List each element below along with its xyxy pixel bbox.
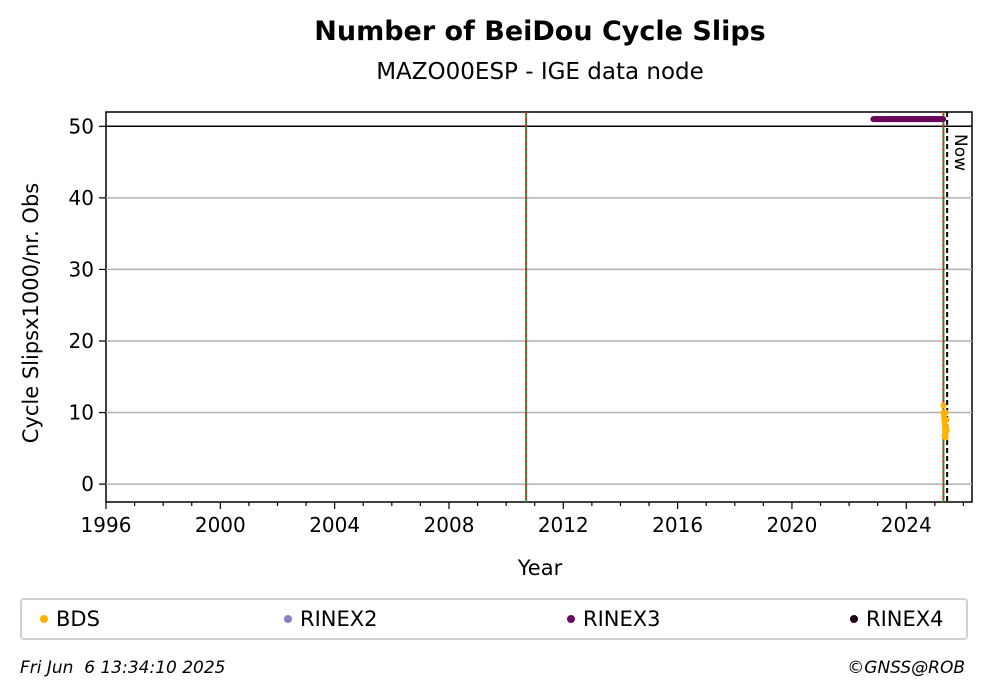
legend-marker — [284, 615, 292, 623]
legend-label: RINEX2 — [300, 607, 378, 631]
legend-label: RINEX3 — [583, 607, 661, 631]
data-point-bds — [943, 416, 950, 423]
y-tick-label: 0 — [81, 472, 94, 496]
data-point-bds — [940, 402, 947, 409]
legend-marker — [850, 615, 858, 623]
x-tick-label: 2024 — [881, 513, 932, 537]
legend-item-rinex4: RINEX4 — [850, 607, 944, 631]
footer-date: Fri Jun 6 13:34:10 2025 — [20, 658, 226, 678]
footer-credit: ©GNSS@ROB — [847, 658, 965, 678]
x-tick-label: 2016 — [652, 513, 703, 537]
x-tick-label: 2004 — [309, 513, 360, 537]
data-point-bds — [941, 432, 948, 439]
x-tick-label: 2000 — [195, 513, 246, 537]
data-point-bds — [943, 427, 950, 434]
y-tick-label: 10 — [69, 401, 94, 425]
y-tick-label: 30 — [69, 257, 94, 281]
chart-subtitle: MAZO00ESP - IGE data node — [376, 59, 704, 85]
legend-label: RINEX4 — [866, 607, 944, 631]
x-tick-label: 2020 — [766, 513, 817, 537]
legend-item-bds: BDS — [40, 607, 100, 631]
x-axis-label: Year — [517, 556, 563, 580]
x-tick-label: 2008 — [424, 513, 475, 537]
legend-label: BDS — [56, 607, 100, 631]
x-tick-label: 1996 — [81, 513, 132, 537]
now-label: Now — [950, 134, 970, 171]
y-tick-label: 50 — [69, 114, 94, 138]
data-point-bds — [942, 409, 949, 416]
legend-item-rinex2: RINEX2 — [284, 607, 378, 631]
chart-title: Number of BeiDou Cycle Slips — [314, 16, 766, 47]
y-axis-label: Cycle Slipsx1000/nr. Obs — [19, 183, 43, 443]
y-tick-label: 20 — [69, 329, 94, 353]
x-tick-label: 2012 — [538, 513, 589, 537]
y-tick-label: 40 — [69, 186, 94, 210]
chart-legend: BDS RINEX2 RINEX3 RINEX4 — [20, 598, 968, 640]
legend-item-rinex3: RINEX3 — [567, 607, 661, 631]
legend-marker — [40, 615, 48, 623]
plot-frame — [105, 111, 973, 503]
data-point-rinex3 — [940, 116, 947, 123]
legend-marker — [567, 615, 575, 623]
chart-area: Now 1996 2000 2004 2008 2012 2016 2020 2024 0 10 2… — [19, 111, 973, 580]
